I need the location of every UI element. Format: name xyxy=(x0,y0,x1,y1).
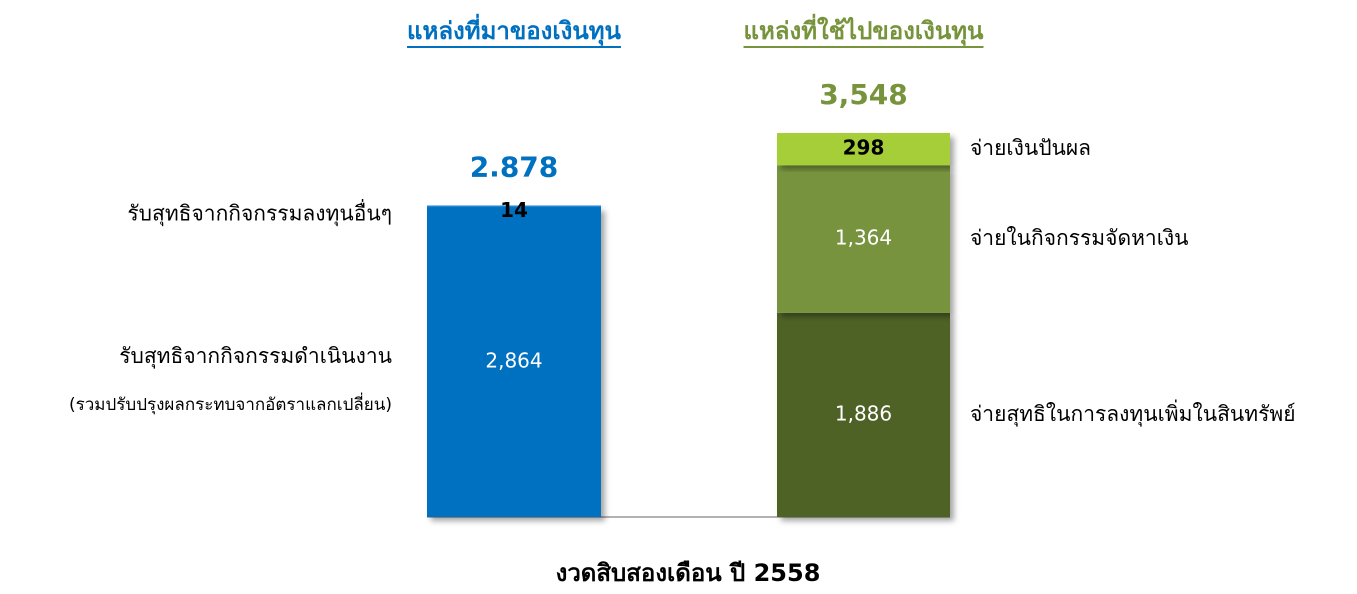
bar-segment xyxy=(777,312,950,517)
bar-segment xyxy=(427,205,601,208)
bar-segment xyxy=(777,165,950,313)
data-label: 1,364 xyxy=(835,226,892,250)
total-label: 2.878 xyxy=(470,151,559,184)
segment-name: รับสุทธิจากกิจกรรมลงทุนอื่นๆ xyxy=(127,199,392,227)
stack-header: แหล่งที่มาของเงินทุน xyxy=(407,13,622,47)
data-label: 1,886 xyxy=(835,401,892,425)
data-label: 2,864 xyxy=(485,349,542,373)
segment-name: รับสุทธิจากกิจกรรมดำเนินงาน xyxy=(119,344,392,369)
segment-note: (รวมปรับปรุงผลกระทบจากอัตราแลกเปลี่ยน) xyxy=(69,392,392,415)
stack-header: แหล่งที่ใช้ไปของเงินทุน xyxy=(744,13,985,47)
bar-segment xyxy=(427,207,601,518)
data-label: 298 xyxy=(843,136,885,160)
segment-name: จ่ายสุทธิในการลงทุนเพิ่มในสินทรัพย์ xyxy=(970,399,1296,427)
segment-name: จ่ายในกิจกรรมจัดหาเงิน xyxy=(970,226,1189,250)
x-label: งวดสิบสองเดือน ปี 2558 xyxy=(556,559,821,587)
bar-segment xyxy=(777,133,950,166)
data-label: 14 xyxy=(500,198,528,222)
segment-name: จ่ายเงินปันผล xyxy=(970,136,1091,160)
total-label: 3,548 xyxy=(819,78,908,111)
